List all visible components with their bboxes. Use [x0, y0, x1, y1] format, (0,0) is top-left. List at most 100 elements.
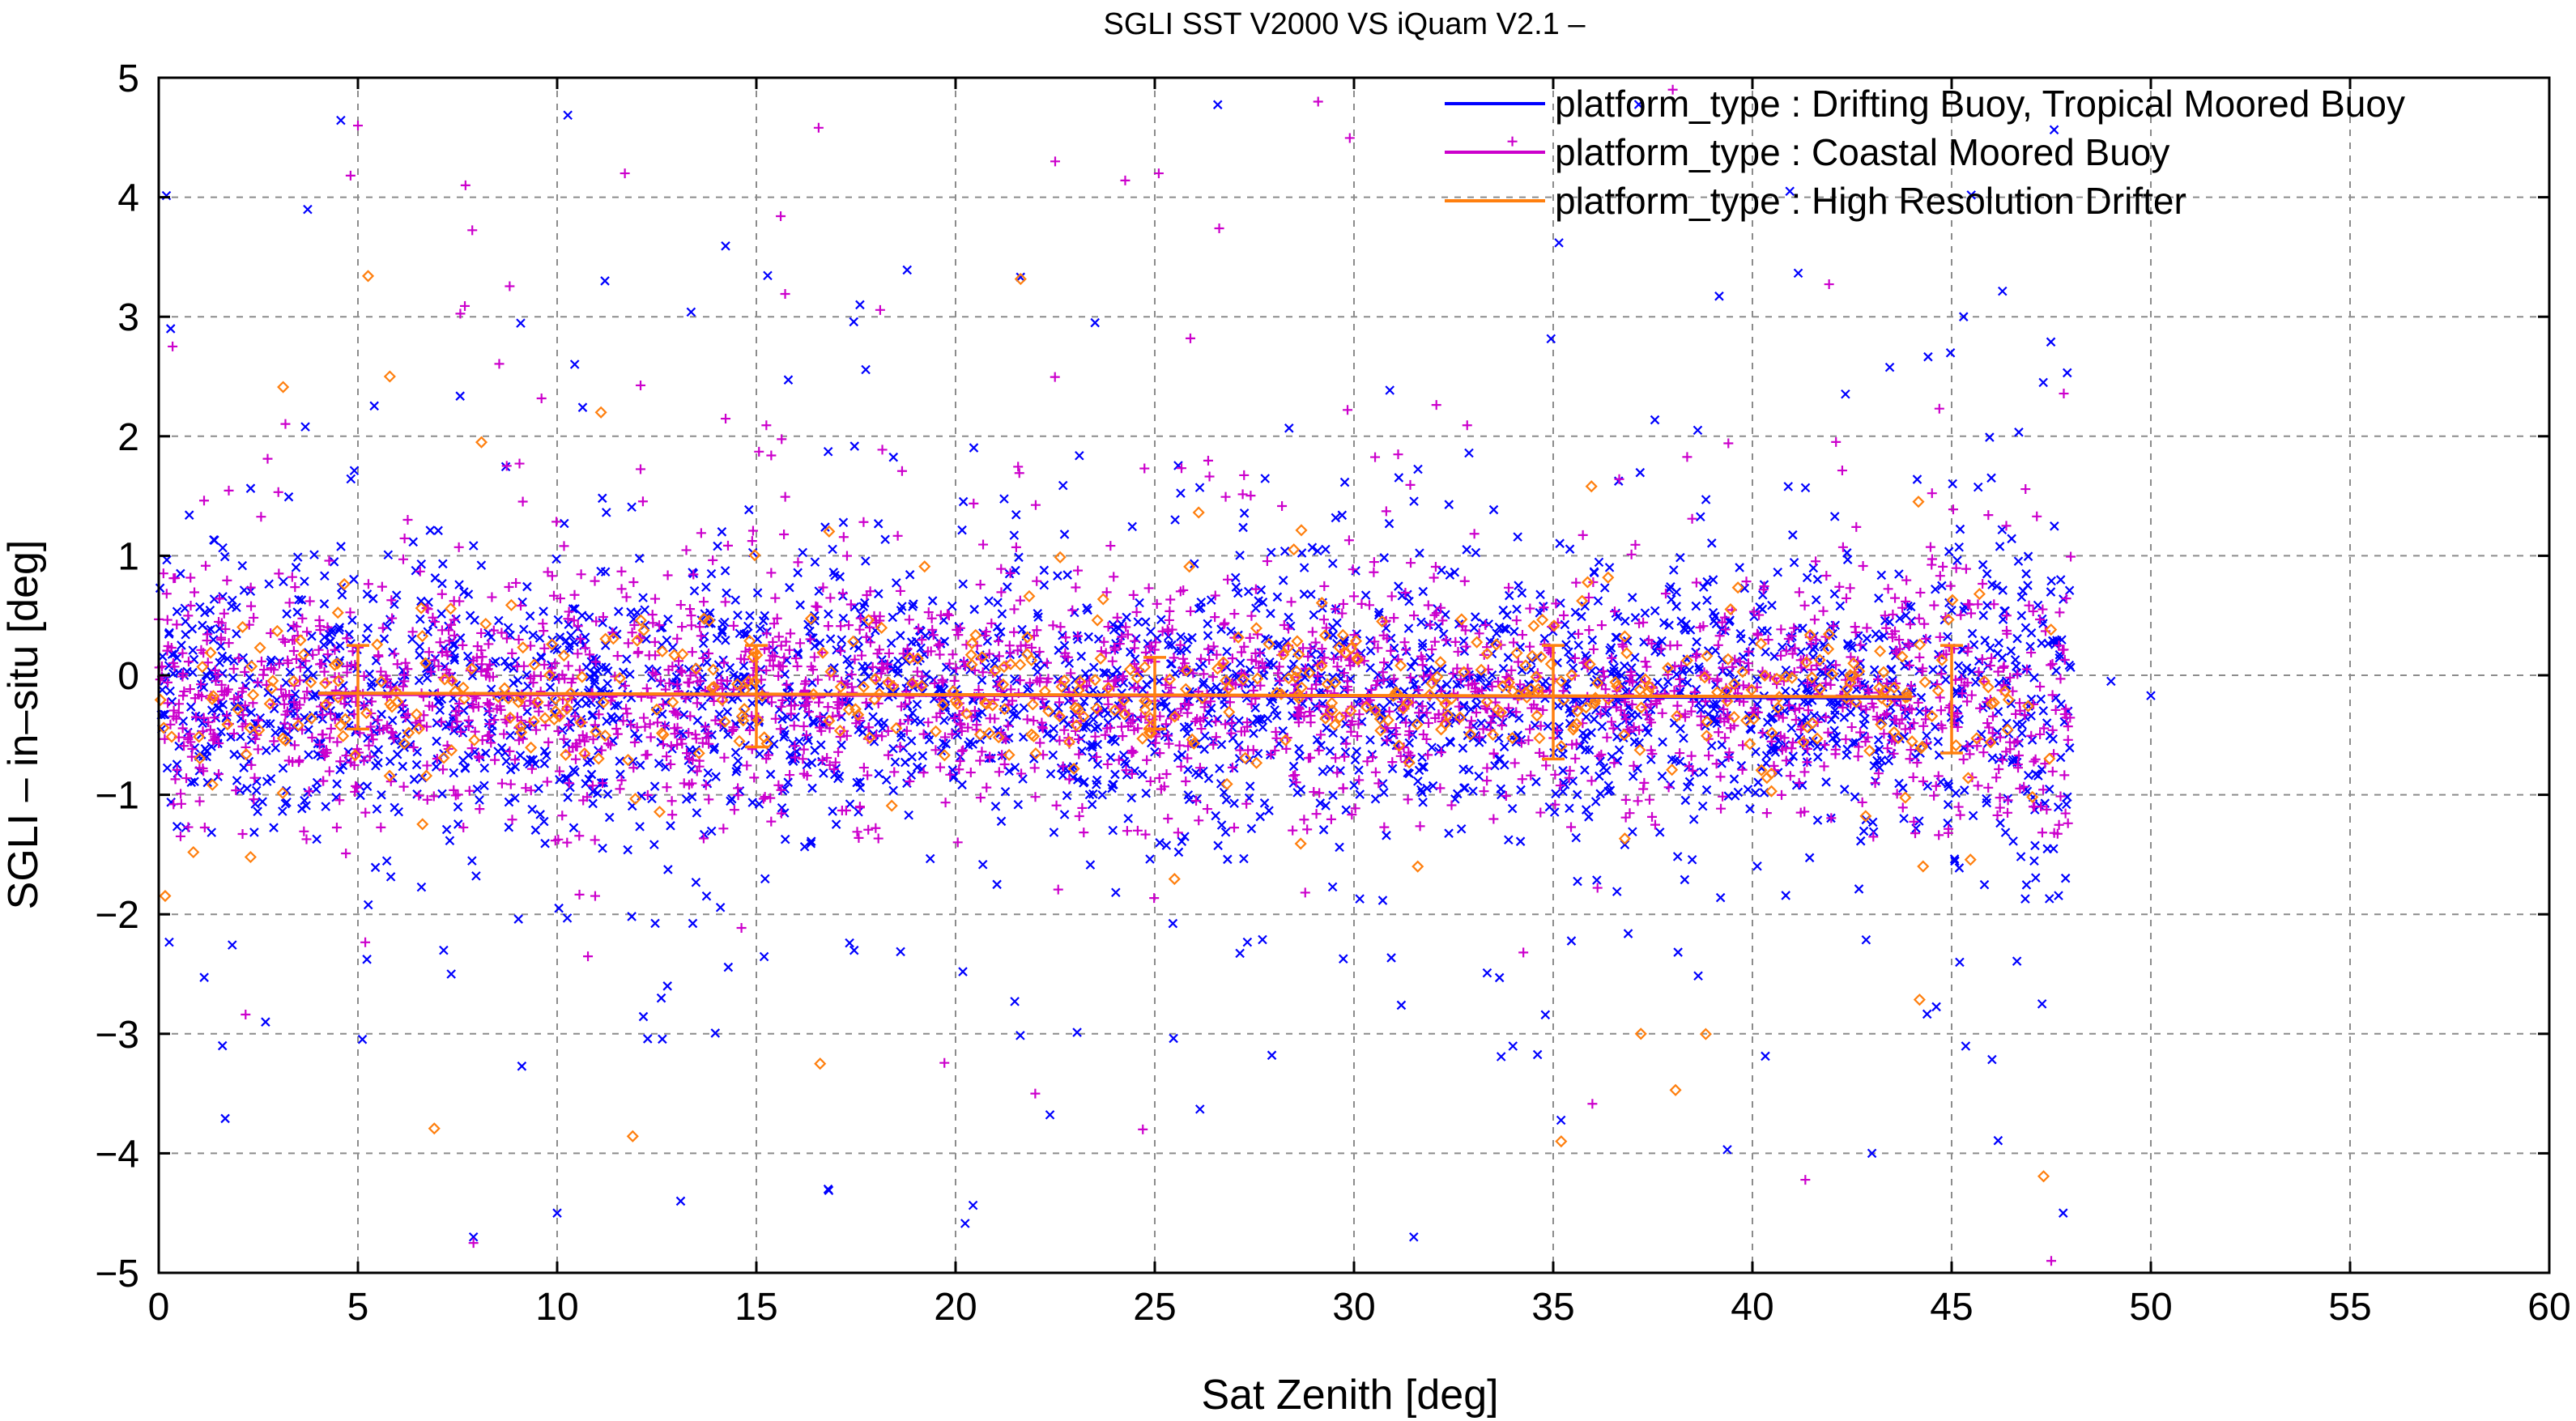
- point-drifting-buoy: [1811, 595, 1821, 605]
- point-drifting-buoy: [709, 744, 719, 755]
- point-drifting-buoy: [1871, 629, 1881, 639]
- point-drifting-buoy: [758, 615, 769, 626]
- point-drifting-buoy: [906, 736, 917, 746]
- point-drifting-buoy: [363, 623, 373, 633]
- point-drifting-buoy: [1869, 761, 1880, 771]
- point-drifting-buoy: [1698, 767, 1709, 777]
- point-drifting-buoy: [635, 822, 645, 832]
- point-drifting-buoy: [1679, 733, 1688, 743]
- point-drifting-buoy: [246, 735, 257, 745]
- point-drifting-buoy: [1079, 778, 1088, 788]
- point-drifting-buoy: [1955, 524, 1965, 534]
- point-drifting-buoy: [904, 810, 913, 820]
- point-drifting-buoy: [1215, 764, 1224, 773]
- point-drifting-buoy: [1075, 450, 1084, 461]
- point-drifting-buoy: [1299, 563, 1309, 572]
- point-drifting-buoy: [1084, 789, 1095, 800]
- point-drifting-buoy: [1141, 617, 1151, 627]
- point-drifting-buoy: [969, 443, 979, 453]
- point-drifting-buoy: [1697, 801, 1708, 811]
- point-drifting-buoy: [1573, 640, 1584, 650]
- point-drifting-buoy: [1413, 464, 1423, 474]
- point-drifting-buoy: [1667, 594, 1676, 605]
- point-drifting-buoy: [890, 757, 901, 767]
- point-drifting-buoy: [1951, 788, 1961, 798]
- point-drifting-buoy: [2023, 551, 2033, 561]
- point-drifting-buoy: [1922, 781, 1933, 791]
- point-drifting-buoy: [563, 793, 573, 802]
- point-drifting-buoy: [858, 727, 868, 738]
- point-drifting-buoy: [332, 779, 342, 789]
- point-drifting-buoy: [2036, 694, 2046, 704]
- point-drifting-buoy: [1341, 805, 1352, 815]
- point-drifting-buoy: [1416, 785, 1426, 795]
- point-drifting-buoy: [385, 756, 395, 767]
- point-drifting-buoy: [1847, 643, 1858, 653]
- point-drifting-buoy: [584, 612, 594, 623]
- point-drifting-buoy: [893, 656, 903, 666]
- point-drifting-buoy: [1272, 592, 1283, 602]
- point-drifting-buoy: [439, 945, 449, 955]
- point-drifting-buoy: [475, 795, 484, 805]
- point-drifting-buoy: [1403, 623, 1414, 633]
- point-drifting-buoy: [1539, 633, 1550, 644]
- point-drifting-buoy: [638, 593, 648, 602]
- point-drifting-buoy: [500, 747, 510, 758]
- point-drifting-buoy: [623, 845, 632, 855]
- point-drifting-buoy: [1757, 589, 1768, 600]
- point-drifting-buoy: [1979, 879, 1990, 890]
- point-drifting-buoy: [1296, 785, 1306, 794]
- point-drifting-buoy: [2046, 337, 2056, 347]
- point-drifting-buoy: [1053, 571, 1062, 581]
- point-drifting-buoy: [1488, 504, 1499, 515]
- point-drifting-buoy: [957, 780, 967, 790]
- point-drifting-buoy: [1953, 661, 1964, 671]
- point-drifting-buoy: [647, 793, 657, 804]
- point-drifting-buoy: [1855, 836, 1866, 846]
- point-drifting-buoy: [1452, 679, 1463, 690]
- point-drifting-buoy: [1121, 759, 1131, 769]
- point-drifting-buoy: [1767, 600, 1777, 611]
- point-drifting-buoy: [1499, 742, 1509, 752]
- point-drifting-buoy: [1968, 810, 1978, 821]
- point-drifting-buoy: [551, 554, 561, 564]
- point-drifting-buoy: [1961, 663, 1972, 673]
- point-drifting-buoy: [285, 667, 296, 678]
- point-drifting-buoy: [607, 712, 616, 721]
- point-drifting-buoy: [1995, 818, 2005, 828]
- point-drifting-buoy: [291, 563, 301, 572]
- point-drifting-buoy: [2044, 784, 2054, 794]
- point-drifting-buoy: [1600, 708, 1610, 718]
- point-drifting-buoy: [2047, 636, 2058, 646]
- point-drifting-buoy: [1049, 827, 1059, 837]
- point-drifting-buoy: [172, 606, 182, 617]
- point-drifting-buoy: [807, 758, 817, 768]
- point-drifting-buoy: [1696, 704, 1705, 715]
- point-drifting-buoy: [626, 607, 636, 617]
- point-drifting-buoy: [232, 776, 242, 785]
- point-drifting-buoy: [610, 700, 620, 711]
- point-drifting-buoy: [720, 566, 730, 576]
- point-drifting-buoy: [727, 695, 737, 704]
- point-drifting-buoy: [1609, 666, 1619, 676]
- point-drifting-buoy: [1072, 1027, 1082, 1037]
- point-drifting-buoy: [1657, 771, 1667, 781]
- point-drifting-buoy: [1416, 617, 1426, 628]
- point-drifting-buoy: [734, 628, 745, 639]
- point-drifting-buoy: [1267, 1050, 1277, 1061]
- chart-title: SGLI SST V2000 VS iQuam V2.1 –: [1104, 7, 1586, 41]
- point-drifting-buoy: [1667, 754, 1677, 764]
- point-drifting-buoy: [1933, 737, 1944, 747]
- point-drifting-buoy: [462, 651, 473, 662]
- point-drifting-buoy: [1723, 791, 1734, 801]
- point-drifting-buoy: [2049, 125, 2059, 135]
- point-drifting-buoy: [566, 631, 576, 640]
- point-drifting-buoy: [1874, 744, 1884, 755]
- point-drifting-buoy: [383, 550, 394, 560]
- point-drifting-buoy: [842, 654, 852, 665]
- point-drifting-buoy: [1295, 751, 1305, 761]
- point-drifting-buoy: [731, 767, 741, 776]
- point-drifting-buoy: [1010, 997, 1020, 1006]
- point-drifting-buoy: [732, 764, 742, 774]
- point-drifting-buoy: [1675, 687, 1685, 696]
